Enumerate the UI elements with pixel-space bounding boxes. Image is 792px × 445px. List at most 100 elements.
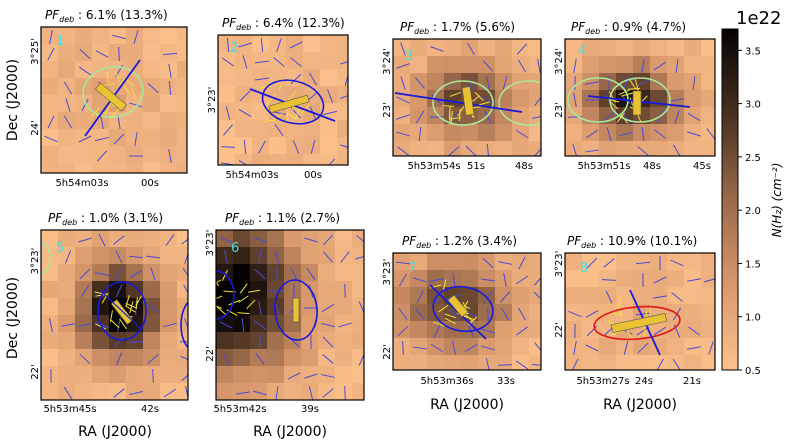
heatmap-cell — [126, 230, 144, 248]
heatmap-cell — [495, 338, 513, 356]
heatmap-cell — [565, 253, 583, 271]
heatmap-cell — [252, 137, 270, 155]
polarization-vector — [636, 80, 650, 86]
heatmap-cell — [269, 154, 287, 165]
heatmap-cell — [582, 39, 600, 57]
core-ellipse — [180, 301, 188, 349]
heatmap-cell — [633, 124, 651, 142]
heatmap-cell — [284, 264, 302, 282]
heatmap-cell — [461, 141, 479, 156]
polarization-vector — [163, 322, 177, 328]
heatmap-cell — [582, 338, 600, 356]
polarization-vector — [65, 98, 71, 112]
heatmap-cell — [320, 154, 338, 165]
heatmap-cell — [410, 270, 428, 288]
heatmap-cell — [92, 129, 110, 147]
heatmap-cell — [177, 78, 187, 96]
heatmap-cell — [582, 304, 600, 322]
heatmap-cell — [410, 338, 428, 356]
heatmap-cell — [109, 349, 127, 367]
polarization-vector — [254, 320, 266, 330]
polarization-vector — [129, 390, 143, 396]
polarization-vector — [430, 343, 444, 353]
heatmap-cell — [565, 39, 583, 57]
polarization-vector — [117, 318, 121, 332]
heatmap-cell — [126, 332, 144, 350]
heatmap-cell — [58, 163, 76, 173]
polarization-vector-core — [629, 79, 637, 90]
heatmap-cell — [582, 56, 600, 74]
heatmap-cell — [41, 95, 59, 113]
heatmap-cell — [599, 355, 617, 370]
polarization-vector — [95, 50, 109, 58]
polarization-vector — [150, 267, 156, 281]
panel-number-label: 6 — [231, 241, 239, 256]
heatmap-cell — [318, 366, 336, 384]
panel-6-ytick-2: 22' — [205, 346, 216, 361]
heatmap-cell — [529, 270, 541, 288]
heatmap-cell — [582, 90, 600, 108]
heatmap-cell — [393, 56, 411, 74]
heatmap-cell — [684, 270, 702, 288]
polarization-vector — [448, 145, 460, 156]
polarization-vector — [515, 360, 529, 370]
heatmap-cell — [495, 321, 513, 339]
polarization-vector-core — [125, 302, 137, 309]
heatmap-cell — [143, 163, 161, 173]
polarization-vector — [641, 127, 645, 141]
polarization-vector — [603, 258, 615, 268]
heatmap-cell — [75, 264, 93, 282]
panel-8-ytick-1: 3°23' — [554, 251, 565, 278]
polarization-vector — [532, 116, 541, 119]
heatmap-cell — [320, 35, 338, 53]
polarization-vector — [328, 158, 336, 165]
heatmap-cell — [444, 338, 462, 356]
heatmap-cell — [41, 146, 59, 164]
heatmap-cell — [233, 230, 251, 248]
polarization-vector-core — [105, 103, 111, 116]
polarization-vector — [601, 279, 617, 281]
polarization-vector — [219, 236, 233, 244]
polarization-vector — [635, 261, 651, 265]
polarization-vector — [586, 257, 598, 269]
colorbar-scale-note: 1e22 — [736, 8, 781, 29]
heatmap-cell — [337, 120, 348, 138]
heatmap-cell — [352, 298, 364, 316]
heatmap-cell — [126, 146, 144, 164]
colorbar — [721, 28, 739, 371]
polarization-vector-core — [459, 108, 461, 122]
heatmap-cell — [616, 253, 634, 271]
polarization-vector — [322, 336, 334, 348]
panel-4-xtick-1: 5h53m51s — [577, 161, 630, 172]
heatmap-cell — [529, 253, 541, 271]
polarization-vector-core — [238, 295, 249, 303]
polarization-vector — [238, 42, 252, 48]
polarization-vector — [226, 37, 230, 53]
heatmap-cell — [75, 247, 93, 265]
panel-6: 6 — [216, 230, 364, 400]
heatmap-cell — [75, 230, 93, 248]
polarization-vector — [483, 291, 493, 303]
polarization-vector — [585, 81, 599, 85]
heatmap-cell — [109, 383, 127, 400]
polarization-vector — [688, 326, 700, 336]
heatmap-cell — [427, 56, 445, 74]
heatmap-cell — [565, 338, 583, 356]
heatmap-cell — [633, 287, 651, 305]
polarization-vector — [323, 110, 337, 116]
heatmap-cell — [286, 35, 304, 53]
polarization-vector — [113, 336, 125, 348]
heatmap-cell — [684, 73, 702, 91]
polarization-vector-core — [618, 89, 630, 96]
polarization-vector — [96, 150, 108, 162]
heatmap-cell — [75, 112, 93, 130]
heatmap-cell — [684, 124, 702, 142]
polarization-vector — [687, 112, 701, 122]
heatmap-cell — [599, 39, 617, 57]
polarization-vector-core — [216, 279, 221, 284]
polarization-vector — [182, 267, 188, 277]
polarization-vector — [254, 60, 270, 64]
panel-number-label: 8 — [580, 261, 588, 276]
heatmap-cell — [701, 287, 715, 305]
polarization-vector — [584, 149, 600, 153]
